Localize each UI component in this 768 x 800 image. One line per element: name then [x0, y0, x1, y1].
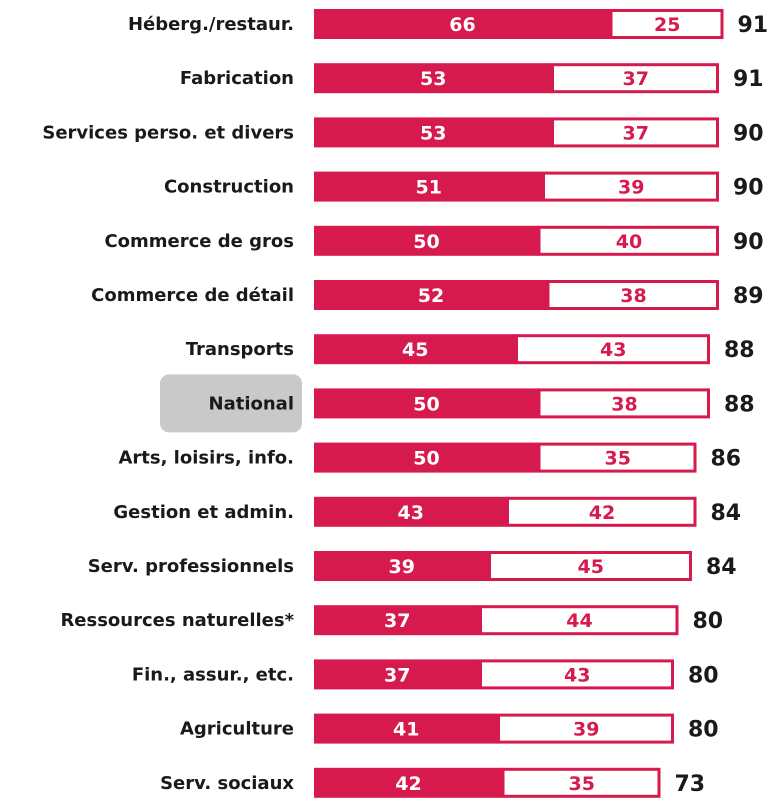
data-label-primary: 50 [413, 393, 439, 415]
data-label-secondary: 38 [620, 285, 646, 307]
category-label: Serv. professionnels [88, 556, 294, 577]
data-label-primary: 50 [413, 448, 439, 470]
bar-segment-secondary [551, 63, 719, 94]
total-label: 88 [724, 338, 755, 363]
category-label: Ressources naturelles* [60, 610, 294, 631]
bar-segment-primary [314, 551, 490, 581]
bar-segment-secondary [497, 713, 674, 744]
bar-segment-secondary [609, 9, 724, 39]
category-label: Construction [164, 177, 294, 198]
data-label-secondary: 45 [578, 556, 604, 578]
data-label-primary: 66 [449, 14, 475, 36]
total-label: 91 [733, 67, 764, 92]
data-label-secondary: 25 [654, 14, 680, 36]
category-label: Gestion et admin. [113, 502, 294, 523]
bar-segment-primary [314, 171, 544, 202]
bar-segment-secondary [546, 280, 719, 310]
category-label: Arts, loisirs, info. [118, 448, 294, 469]
bar-segment-secondary [479, 659, 674, 690]
total-label: 80 [688, 718, 719, 743]
data-label-secondary: 43 [564, 664, 590, 686]
category-label: Transports [186, 339, 294, 360]
data-label-secondary: 43 [600, 339, 626, 361]
total-label: 86 [711, 447, 742, 472]
data-label-secondary: 35 [569, 773, 595, 795]
total-label: 91 [738, 13, 768, 38]
data-label-primary: 37 [384, 610, 410, 632]
data-label-primary: 53 [420, 68, 446, 90]
category-label: Commerce de détail [91, 285, 294, 306]
bar-segment-primary [314, 334, 517, 365]
bar-segment-secondary [515, 334, 710, 365]
bar-segment-primary [314, 605, 481, 636]
bar-segment-primary [314, 280, 548, 310]
data-label-secondary: 38 [611, 393, 637, 415]
bar-segment-primary [314, 767, 503, 798]
category-label: Services perso. et divers [42, 122, 294, 143]
bar-segment-secondary [537, 388, 710, 419]
bar-segment-secondary [537, 225, 719, 256]
data-label-primary: 42 [395, 773, 421, 795]
data-label-primary: 43 [398, 502, 424, 524]
data-label-secondary: 37 [623, 122, 649, 144]
data-label-primary: 39 [389, 556, 415, 578]
total-label: 84 [706, 555, 737, 580]
bar-segment-primary [314, 442, 539, 473]
category-label: Serv. sociaux [160, 773, 294, 794]
total-label: 90 [733, 121, 764, 146]
data-label-primary: 50 [413, 231, 439, 253]
bar-segment-primary [314, 117, 553, 148]
data-label-primary: 52 [418, 285, 444, 307]
bar-segment-secondary [537, 442, 697, 473]
bar-segment-primary [314, 63, 553, 94]
category-label: Fin., assur., etc. [132, 664, 294, 685]
total-label: 89 [733, 284, 764, 309]
bar-segment-secondary [501, 767, 661, 798]
bar-segment-secondary [542, 171, 719, 202]
category-label: Fabrication [180, 68, 294, 89]
data-label-secondary: 39 [618, 177, 644, 199]
bar-segment-primary [314, 496, 508, 527]
data-label-secondary: 42 [589, 502, 615, 524]
total-label: 80 [688, 663, 719, 688]
data-label-secondary: 44 [566, 610, 592, 632]
bar-segment-primary [314, 225, 539, 256]
highlight-box [160, 374, 302, 433]
total-label: 90 [733, 230, 764, 255]
data-label-primary: 41 [393, 719, 419, 741]
data-label-secondary: 37 [623, 68, 649, 90]
category-label: National [209, 393, 294, 414]
data-label-secondary: 39 [573, 719, 599, 741]
total-label: 73 [675, 772, 706, 797]
total-label: 84 [711, 501, 742, 526]
data-label-primary: 37 [384, 664, 410, 686]
data-label-primary: 53 [420, 122, 446, 144]
data-label-secondary: 40 [616, 231, 642, 253]
bar-segment-primary [314, 713, 499, 744]
category-label: Commerce de gros [104, 231, 294, 252]
bar-segment-primary [314, 9, 611, 39]
total-label: 80 [693, 609, 724, 634]
total-label: 90 [733, 176, 764, 201]
category-label: Héberg./restaur. [128, 14, 294, 35]
bar-segment-secondary [506, 496, 697, 527]
bar-segment-primary [314, 659, 481, 690]
category-label: Agriculture [180, 719, 294, 740]
data-label-secondary: 35 [605, 448, 631, 470]
total-label: 88 [724, 392, 755, 417]
data-label-primary: 45 [402, 339, 428, 361]
bar-segment-primary [314, 388, 539, 419]
data-label-primary: 51 [416, 177, 442, 199]
bar-segment-secondary [551, 117, 719, 148]
bar-segment-secondary [488, 551, 692, 581]
bar-segment-secondary [479, 605, 679, 636]
